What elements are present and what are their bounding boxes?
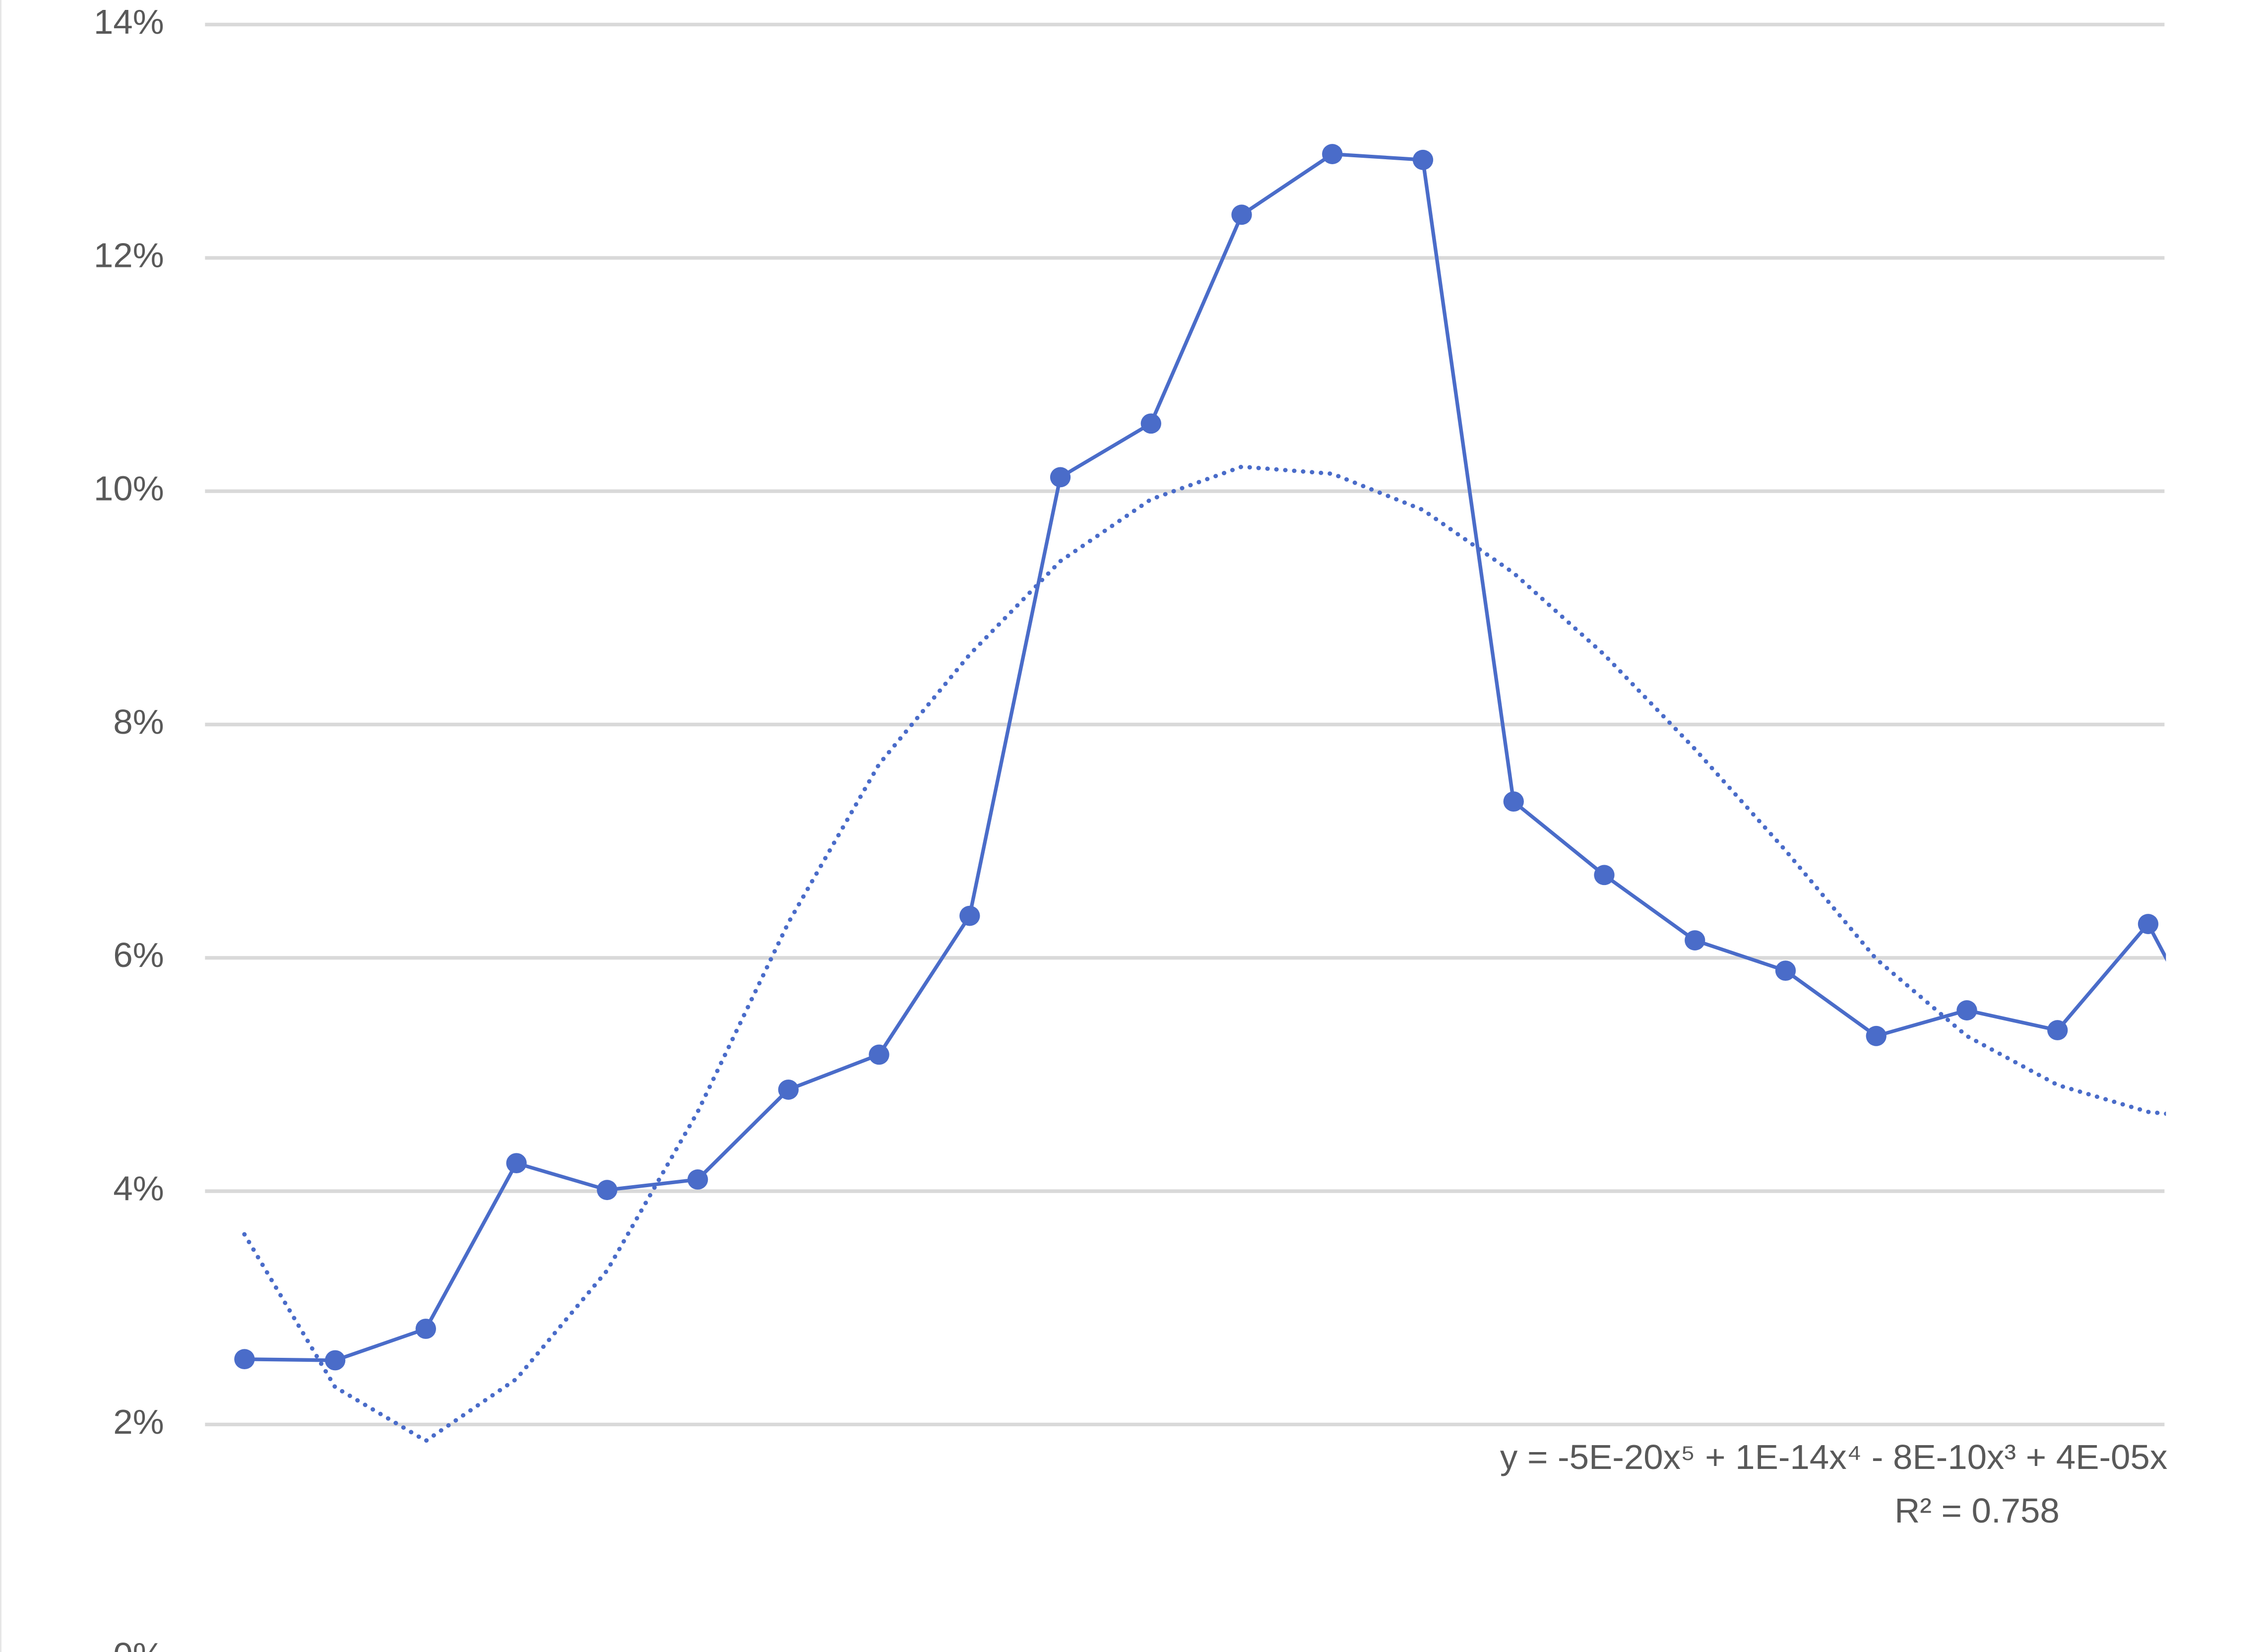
data-point — [2229, 1085, 2249, 1106]
data-point — [1956, 1000, 1977, 1020]
series-line — [244, 152, 2166, 1362]
r-squared: R² = 0.758 — [1894, 1491, 2060, 1529]
plot-area — [234, 144, 2249, 1444]
data-point — [778, 1080, 799, 1100]
data-point — [1140, 413, 1161, 434]
y-tick-label: 14% — [94, 2, 164, 41]
data-point — [1503, 791, 1524, 812]
grid: 0% 2% 4% 6% 8% 10% 12% 14% — [94, 2, 2165, 1652]
y-tick-label: 4% — [113, 1169, 164, 1207]
data-point — [687, 1169, 708, 1190]
data-point — [1412, 149, 1434, 170]
y-tick-label: 0% — [113, 1636, 164, 1652]
data-point — [1231, 204, 1252, 225]
data-point — [597, 1180, 618, 1201]
data-point — [506, 1153, 527, 1174]
data-point — [1685, 930, 1705, 951]
data-point — [2138, 914, 2159, 934]
labels: y = -5E-20x⁵ + 1E-14x⁴ - 8E-10x³ + 4E-05… — [1500, 1437, 2167, 1529]
y-tick-label: 8% — [113, 702, 164, 741]
data-point — [1594, 865, 1615, 886]
y-tick-label: 6% — [113, 936, 164, 974]
y-tick-label: 12% — [94, 236, 164, 274]
data-point — [1775, 960, 1796, 981]
data-point — [959, 905, 980, 926]
y-tick-label: 2% — [113, 1402, 164, 1441]
trend-equation: y = -5E-20x⁵ + 1E-14x⁴ - 8E-10x³ + 4E-05… — [1500, 1437, 2167, 1476]
data-point — [415, 1319, 437, 1339]
data-point — [1050, 467, 1071, 488]
data-point — [234, 1349, 255, 1370]
data-point — [869, 1044, 889, 1065]
y-tick-label: 10% — [94, 469, 164, 508]
data-point — [1866, 1025, 1887, 1046]
trendline — [242, 464, 2166, 1444]
data-point — [1322, 144, 1343, 164]
data-point — [2047, 1020, 2068, 1040]
data-point — [324, 1350, 346, 1371]
